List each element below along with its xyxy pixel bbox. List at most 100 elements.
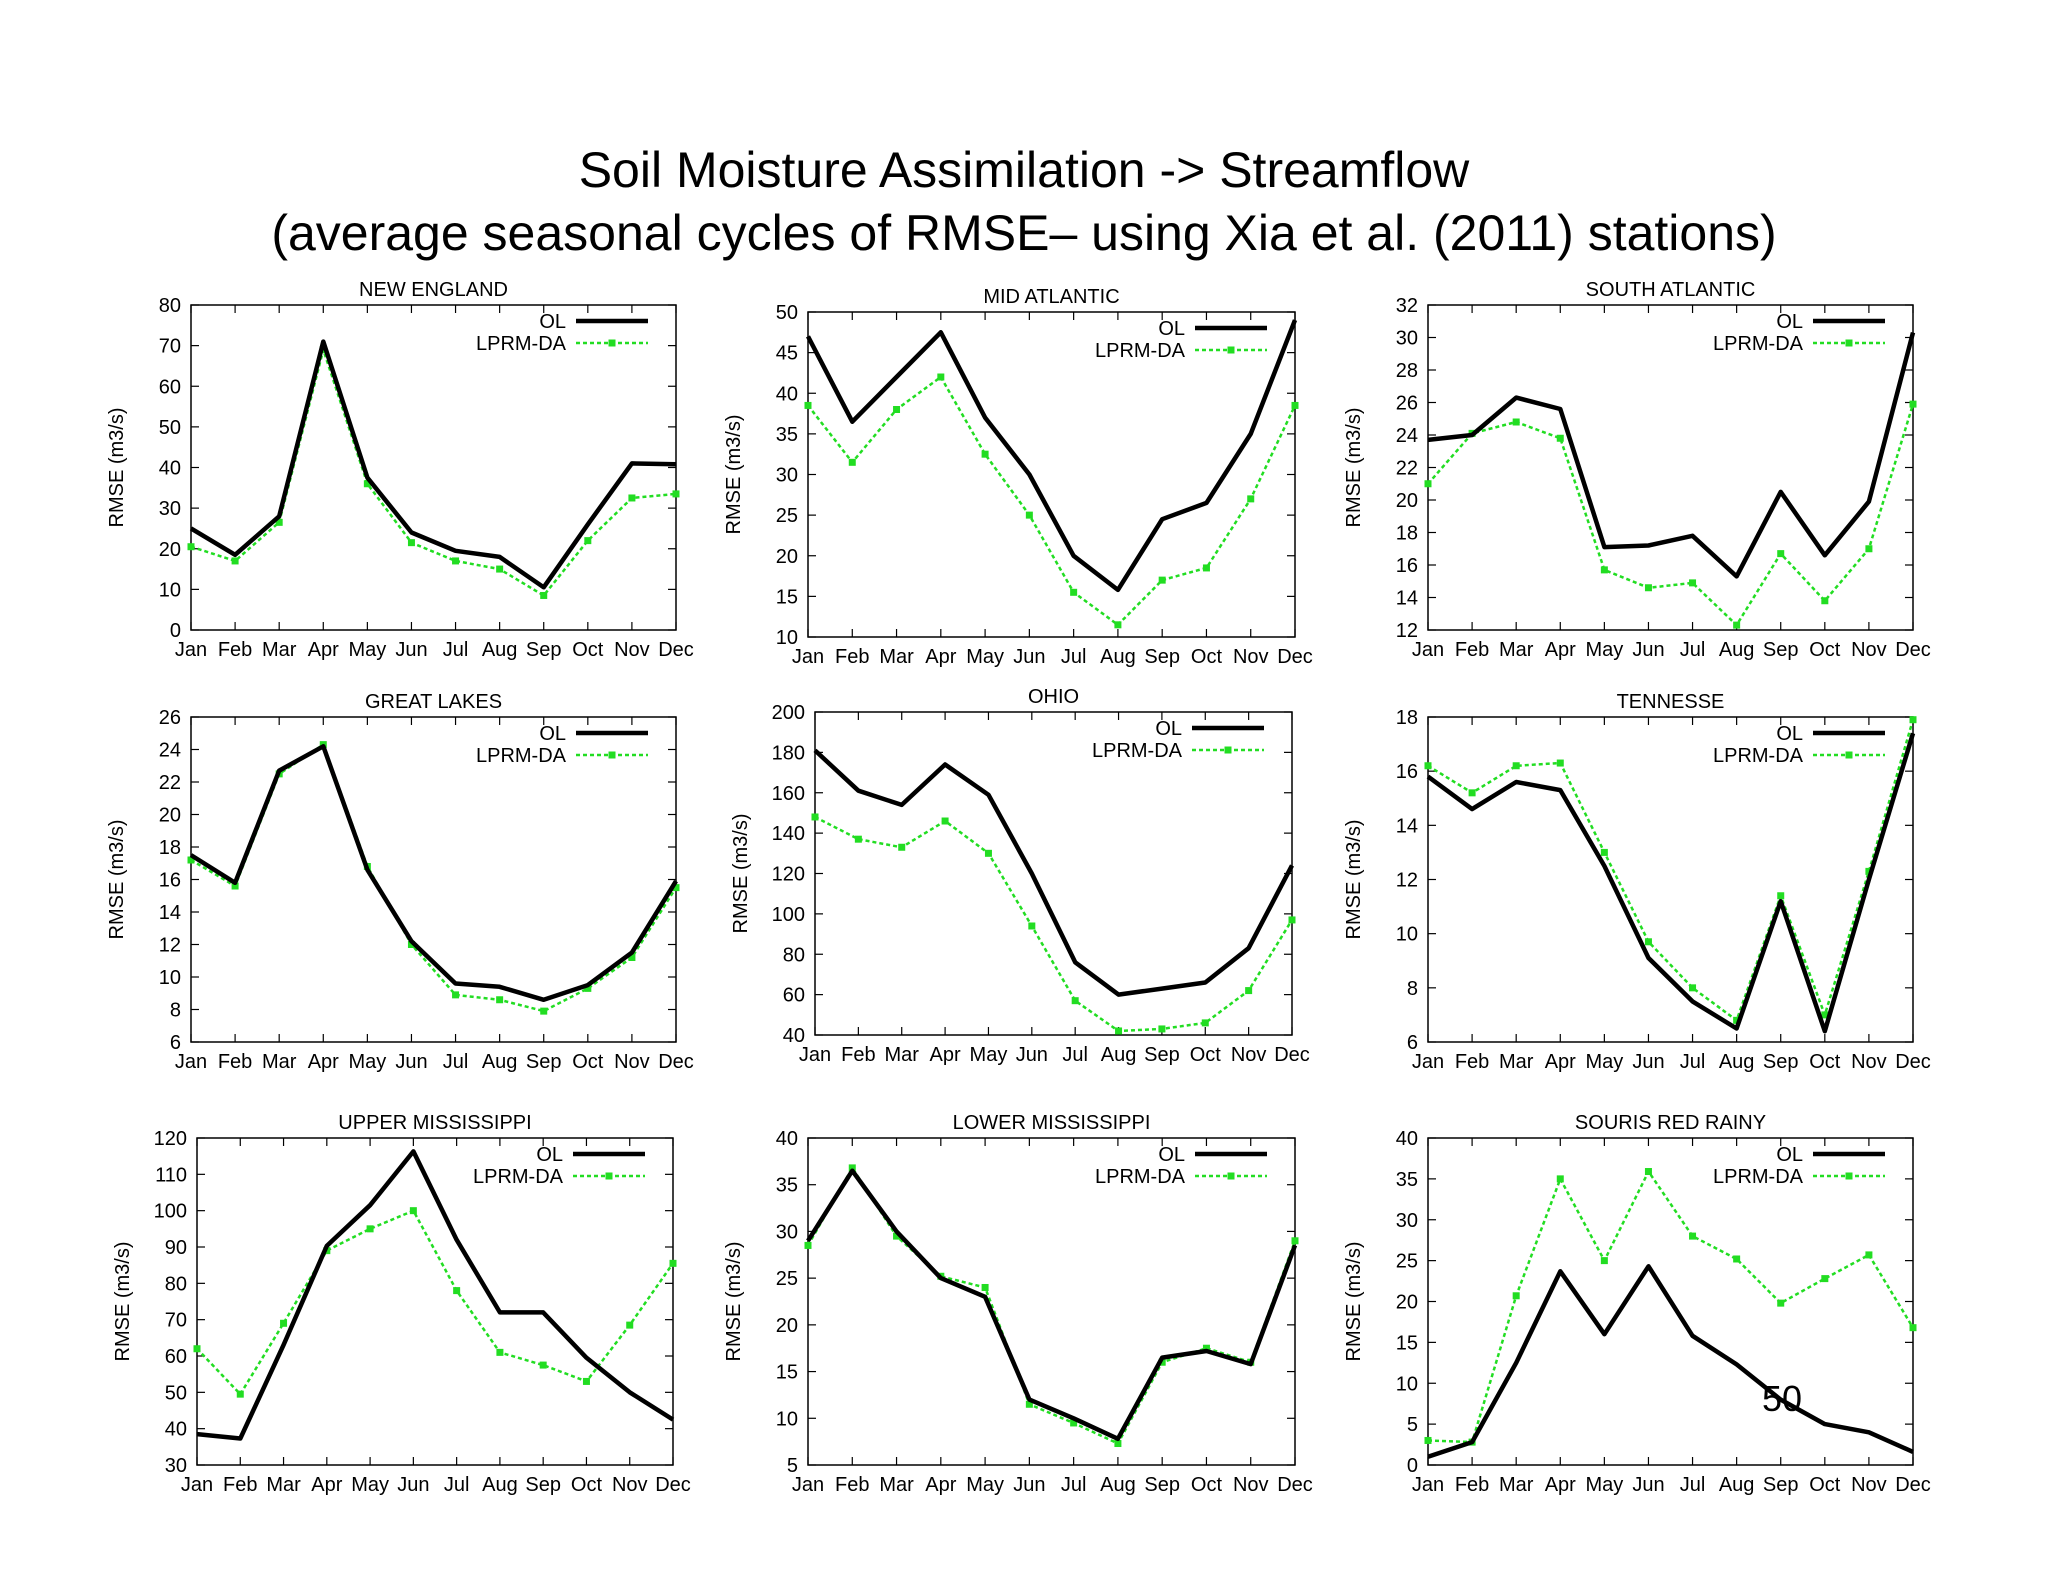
y-tick-label: 10: [776, 1408, 798, 1430]
y-tick-label: 28: [1396, 360, 1418, 382]
panel-title: NEW ENGLAND: [359, 279, 508, 301]
x-tick-label: Sep: [526, 639, 562, 661]
legend-marker-lprm-da: [608, 751, 616, 759]
y-tick-label: 30: [165, 1455, 187, 1477]
data-point-lprm-da: [363, 480, 371, 488]
y-tick-label: 10: [1396, 924, 1418, 946]
x-tick-label: Oct: [1191, 646, 1223, 668]
panel-title: SOURIS RED RAINY: [1575, 1112, 1766, 1134]
x-tick-label: Nov: [1851, 639, 1887, 661]
data-point-lprm-da: [496, 565, 504, 573]
y-tick-label: 30: [1396, 328, 1418, 350]
chart-title-line-2: (average seasonal cycles of RMSE– using …: [271, 205, 1777, 261]
chart-panel-0: NEW ENGLAND 0 10 20 30 40 50 60 70 80 Jan Feb Mar Apr…: [106, 279, 694, 661]
data-point-lprm-da: [941, 817, 949, 825]
y-tick-label: 14: [159, 902, 181, 924]
x-tick-label: Dec: [658, 639, 694, 661]
y-tick-label: 32: [1396, 295, 1418, 317]
x-tick-label: Dec: [1274, 1044, 1310, 1066]
x-tick-label: Sep: [1144, 1044, 1180, 1066]
legend-marker-lprm-da: [1845, 751, 1853, 759]
x-tick-label: Nov: [1851, 1051, 1887, 1073]
x-tick-label: Apr: [930, 1044, 961, 1066]
data-point-lprm-da: [1424, 1436, 1432, 1444]
legend-marker-lprm-da: [605, 1172, 613, 1180]
y-axis-label: RMSE (m3/s): [1343, 1242, 1365, 1362]
x-tick-label: Nov: [614, 639, 650, 661]
y-tick-label: 35: [776, 424, 798, 446]
data-point-lprm-da: [231, 882, 239, 890]
data-point-lprm-da: [584, 537, 592, 545]
x-tick-label: May: [1585, 1474, 1623, 1496]
series-line-ol: [189, 339, 677, 590]
data-point-lprm-da: [848, 458, 856, 466]
data-point-lprm-da: [1291, 401, 1299, 409]
x-tick-label: Jan: [1412, 1051, 1444, 1073]
data-point-lprm-da: [496, 1348, 504, 1356]
y-tick-label: 20: [159, 539, 181, 561]
y-tick-label: 120: [154, 1128, 187, 1150]
chart-panel-7: LOWER MISSISSIPPI 5 10 15 20 25 30 35 40 Jan Feb Ma…: [723, 1112, 1313, 1496]
data-point-lprm-da: [1424, 480, 1432, 488]
legend-label: OL: [536, 1144, 563, 1166]
data-point-lprm-da: [1644, 1168, 1652, 1176]
x-tick-label: May: [1585, 1051, 1623, 1073]
data-point-lprm-da: [1689, 579, 1697, 587]
x-tick-label: Mar: [1499, 1474, 1534, 1496]
x-tick-label: Nov: [1233, 646, 1269, 668]
data-point-lprm-da: [628, 494, 636, 502]
data-point-lprm-da: [407, 941, 415, 948]
y-tick-label: 8: [1407, 978, 1418, 1000]
series-line-ol: [1427, 1264, 1914, 1459]
x-tick-label: Oct: [1191, 1474, 1223, 1496]
legend-label: OL: [1776, 1144, 1803, 1166]
x-tick-label: Jul: [444, 1474, 470, 1496]
panel-title: SOUTH ATLANTIC: [1586, 279, 1756, 301]
data-point-lprm-da: [275, 518, 283, 526]
y-tick-label: 140: [772, 823, 805, 845]
x-tick-label: Jan: [1412, 1474, 1444, 1496]
data-point-lprm-da: [1821, 1275, 1829, 1283]
x-tick-label: Mar: [262, 639, 297, 661]
x-tick-label: Jun: [1632, 639, 1664, 661]
x-tick-label: Aug: [1100, 1474, 1136, 1496]
series-line-ol: [813, 748, 1294, 997]
legend-label: OL: [1158, 1144, 1185, 1166]
data-point-lprm-da: [1865, 1251, 1873, 1259]
data-point-lprm-da: [672, 884, 680, 892]
series-line-lprm-da: [1427, 403, 1915, 627]
plot-frame: [196, 1137, 674, 1466]
data-point-lprm-da: [452, 557, 460, 565]
chart-panel-6: UPPER MISSISSIPPI 30 40 50 60 70 80 90 100 110 120…: [112, 1112, 691, 1496]
data-point-lprm-da: [1247, 495, 1255, 503]
data-point-lprm-da: [1777, 1299, 1785, 1307]
y-tick-label: 120: [772, 864, 805, 886]
y-axis-label: RMSE (m3/s): [106, 408, 128, 528]
y-tick-label: 30: [159, 498, 181, 520]
legend-marker-lprm-da: [1227, 346, 1235, 354]
panel-title: UPPER MISSISSIPPI: [338, 1112, 531, 1134]
plot-frame: [807, 1137, 1296, 1466]
legend-label: LPRM-DA: [1095, 1166, 1186, 1188]
chart-panel-1: MID ATLANTIC 10 15 20 25 30 35 40 45 50 Jan Feb Mar A…: [723, 286, 1313, 668]
data-point-lprm-da: [1512, 762, 1520, 770]
x-tick-label: Oct: [572, 1051, 604, 1073]
plot-frame: [190, 304, 677, 631]
data-point-lprm-da: [981, 450, 989, 458]
x-tick-label: Dec: [1277, 646, 1313, 668]
data-point-lprm-da: [1644, 938, 1652, 946]
x-tick-label: Jan: [175, 1051, 207, 1073]
x-tick-label: Jul: [1061, 646, 1087, 668]
data-point-lprm-da: [669, 1259, 677, 1267]
data-point-lprm-da: [811, 813, 819, 821]
y-tick-label: 20: [1396, 490, 1418, 512]
x-tick-label: Dec: [1895, 1051, 1931, 1073]
x-tick-label: Mar: [1499, 639, 1534, 661]
y-tick-label: 20: [159, 805, 181, 827]
data-point-lprm-da: [1201, 1019, 1209, 1027]
plot-frame: [807, 311, 1296, 638]
data-point-lprm-da: [1025, 1400, 1033, 1408]
data-point-lprm-da: [1115, 1027, 1123, 1035]
y-tick-label: 40: [776, 383, 798, 405]
chart-title-line-1: Soil Moisture Assimilation -> Streamflow: [578, 142, 1470, 198]
